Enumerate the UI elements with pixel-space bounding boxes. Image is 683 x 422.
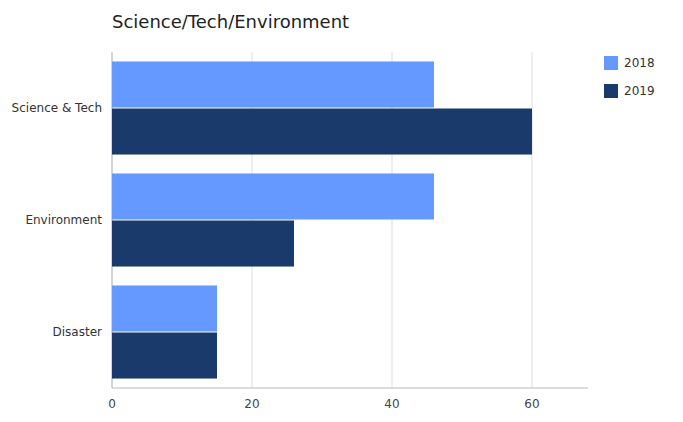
y-tick-label: Disaster (53, 325, 103, 339)
bar (112, 109, 532, 155)
bar (112, 221, 294, 267)
bar (112, 333, 217, 379)
bar (112, 285, 217, 331)
x-tick-label: 60 (524, 397, 539, 411)
grid-line (532, 52, 533, 388)
bar (112, 61, 434, 107)
legend: 2018 2019 (604, 56, 655, 99)
bar (112, 173, 434, 219)
legend-label: 2019 (624, 84, 655, 98)
y-tick-label: Environment (25, 213, 102, 227)
title: Science/Tech/Environment (112, 11, 349, 32)
chart-container: Science/Tech/Environment 0 20 40 60 Disaster E… (0, 0, 683, 422)
x-tick-label: 0 (108, 397, 116, 411)
grid (112, 52, 532, 388)
legend-label: 2018 (624, 56, 655, 70)
chart-svg: Science/Tech/Environment 0 20 40 60 Disaster E… (0, 0, 683, 422)
x-tick-label: 20 (244, 397, 259, 411)
x-tick-label: 40 (384, 397, 399, 411)
x-axis-line (112, 388, 588, 389)
legend-swatch (604, 84, 618, 98)
y-tick-label: Science & Tech (12, 101, 102, 115)
bars (112, 61, 532, 378)
legend-swatch (604, 56, 618, 70)
